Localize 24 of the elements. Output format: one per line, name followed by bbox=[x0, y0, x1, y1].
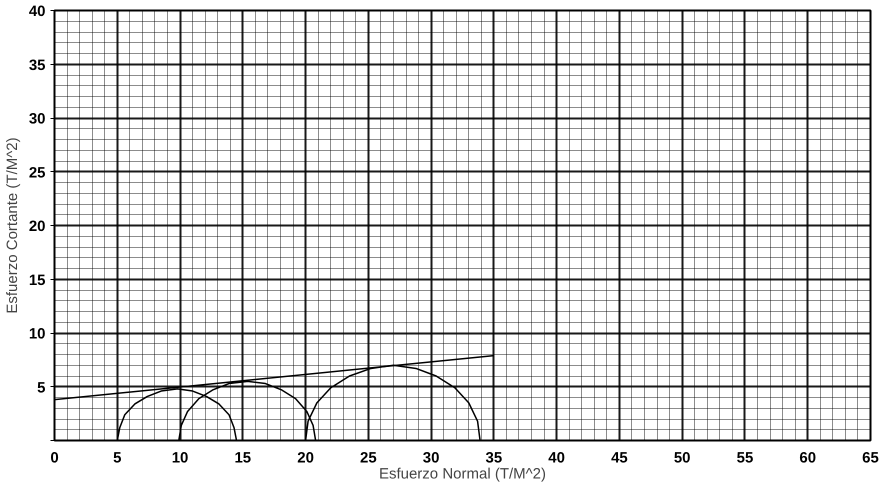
x-tick-label: 40 bbox=[548, 450, 565, 466]
x-tick-label: 55 bbox=[736, 450, 754, 466]
x-axis-title: Esfuerzo Normal (T/M^2) bbox=[378, 466, 546, 482]
y-axis-title: Esfuerzo Cortante (T/M^2) bbox=[4, 137, 21, 314]
y-tick-label: 20 bbox=[28, 218, 46, 235]
x-tick-label: 25 bbox=[360, 450, 377, 466]
x-tick-label: 30 bbox=[422, 450, 440, 466]
y-tick-label: 5 bbox=[37, 379, 46, 396]
y-tick-label: 35 bbox=[28, 56, 46, 74]
y-tick-label: 30 bbox=[28, 110, 46, 128]
x-tick-label: 45 bbox=[611, 450, 628, 466]
x-tick-label: 15 bbox=[234, 450, 252, 466]
x-tick-label: 5 bbox=[113, 450, 122, 466]
x-tick-label: 50 bbox=[674, 450, 691, 466]
x-tick-label: 10 bbox=[172, 450, 188, 466]
x-tick-label: 20 bbox=[297, 450, 314, 466]
y-tick-label: 25 bbox=[28, 164, 46, 182]
y-tick-label: 15 bbox=[28, 272, 46, 289]
y-tick-label: 40 bbox=[28, 3, 46, 20]
y-tick-label: 10 bbox=[28, 326, 46, 342]
x-tick-label: 65 bbox=[862, 450, 879, 466]
x-tick-label: 35 bbox=[486, 450, 502, 466]
x-tick-label: 60 bbox=[799, 450, 816, 466]
x-tick-label: 0 bbox=[50, 450, 59, 466]
